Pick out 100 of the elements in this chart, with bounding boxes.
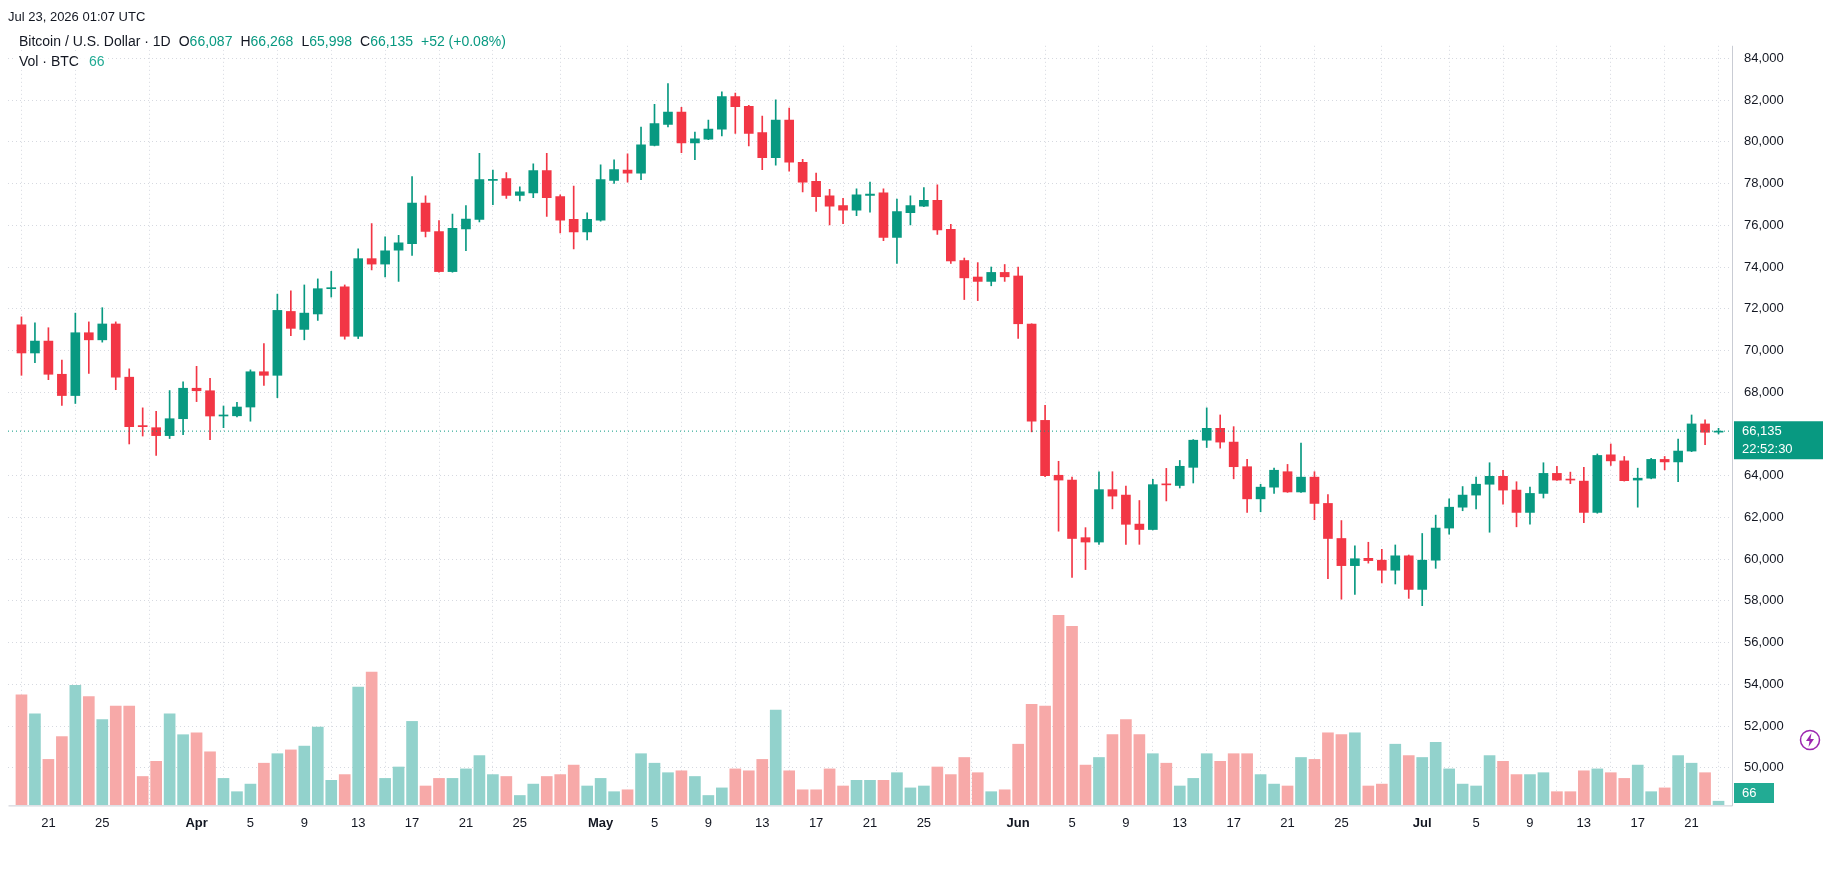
bar xyxy=(285,749,297,806)
annotation: +52 (+0.08%) xyxy=(420,33,506,49)
candlestick xyxy=(488,169,498,205)
bar xyxy=(608,791,620,806)
x-tick-label: 21 xyxy=(1280,814,1295,830)
candlestick xyxy=(151,411,161,456)
bar xyxy=(204,751,216,806)
bar xyxy=(56,736,68,806)
bar xyxy=(1658,787,1671,806)
bar xyxy=(446,778,459,806)
x-tick-label: 13 xyxy=(1576,814,1592,830)
bar xyxy=(338,774,351,806)
x-tick-label: 9 xyxy=(704,814,712,830)
candlestick xyxy=(568,185,579,250)
bar xyxy=(1564,791,1577,806)
y-tick-label: 70,000 xyxy=(1744,342,1784,358)
bar xyxy=(1524,774,1536,806)
bar xyxy=(1497,761,1509,806)
x-tick-label: 9 xyxy=(1526,814,1534,830)
bar xyxy=(419,786,432,806)
bar xyxy=(1200,753,1213,806)
candlestick xyxy=(461,205,471,252)
x-tick-label: Jun xyxy=(1006,814,1030,830)
bar xyxy=(1066,626,1078,806)
x-tick-label: 25 xyxy=(1334,814,1349,830)
bar xyxy=(918,786,930,806)
bar xyxy=(473,755,486,806)
x-tick-label: May xyxy=(587,814,615,830)
y-tick-label: 74,000 xyxy=(1744,258,1784,274)
bar xyxy=(1147,753,1159,806)
y-tick-label: 82,000 xyxy=(1744,91,1784,107)
bar xyxy=(837,786,849,806)
bar xyxy=(1160,763,1173,806)
bar xyxy=(1335,734,1348,806)
annotation: H66,268 xyxy=(240,33,294,49)
bar xyxy=(258,763,270,806)
bar xyxy=(1295,757,1307,806)
bar xyxy=(1281,786,1294,806)
bar xyxy=(82,696,95,806)
y-tick-label: 80,000 xyxy=(1744,133,1784,149)
bar xyxy=(271,753,284,806)
x-tick-label: 13 xyxy=(350,814,366,830)
bar xyxy=(689,776,701,806)
bar xyxy=(231,791,243,806)
bar xyxy=(217,778,230,806)
bar xyxy=(29,713,41,806)
text: 66 xyxy=(1742,784,1757,800)
x-tick-label: 5 xyxy=(1068,814,1076,830)
bar xyxy=(96,719,109,806)
y-tick-label: 54,000 xyxy=(1744,675,1784,691)
y-tick-label: 84,000 xyxy=(1744,49,1784,65)
x-tick-label: 17 xyxy=(404,814,420,830)
bar xyxy=(392,767,405,806)
bar xyxy=(1254,774,1267,806)
x-tick-label: 13 xyxy=(755,814,770,830)
bar xyxy=(365,672,378,806)
bar xyxy=(904,787,917,806)
y-tick-label: 78,000 xyxy=(1744,175,1784,191)
bar xyxy=(1685,763,1698,806)
candlestick xyxy=(137,407,148,437)
bar xyxy=(823,768,836,806)
bar xyxy=(352,687,365,806)
bar xyxy=(379,778,391,806)
bar xyxy=(1349,732,1361,806)
candlestick xyxy=(972,262,983,301)
x-tick-label: 21 xyxy=(458,814,474,830)
bar xyxy=(15,694,28,806)
bar xyxy=(1578,770,1590,806)
x-tick-label: 21 xyxy=(41,814,56,830)
bar xyxy=(769,710,782,806)
bar xyxy=(931,767,944,806)
bar xyxy=(850,780,863,806)
x-tick-label: 13 xyxy=(1172,814,1188,830)
y-tick-label: 62,000 xyxy=(1744,509,1784,524)
candlestick xyxy=(838,198,848,224)
bar xyxy=(1241,753,1253,806)
x-tick-label: 21 xyxy=(1684,814,1699,830)
bar xyxy=(621,789,634,806)
y-tick-label: 56,000 xyxy=(1744,634,1784,650)
bar xyxy=(796,789,809,806)
bar xyxy=(177,734,189,806)
bar xyxy=(662,772,674,806)
candlestick xyxy=(865,181,875,213)
bar xyxy=(783,770,796,806)
bar xyxy=(594,778,607,806)
x-tick-label: 9 xyxy=(1122,814,1130,830)
ref-line-label: 66,135 xyxy=(1742,422,1782,438)
candlestick xyxy=(999,264,1010,282)
x-tick-label: 17 xyxy=(1630,814,1645,830)
bar xyxy=(1025,704,1038,806)
y-tick-label: 76,000 xyxy=(1744,216,1784,232)
bar xyxy=(1039,706,1051,806)
candlestick xyxy=(259,343,269,386)
x-tick-label: 25 xyxy=(512,814,528,830)
bar xyxy=(1362,786,1375,806)
x-tick-label: 25 xyxy=(95,814,110,830)
bar xyxy=(1093,757,1105,806)
chart-title: Bitcoin / U.S. Dollar · 1D xyxy=(19,33,171,49)
bar xyxy=(864,780,876,806)
x-tick-label: 5 xyxy=(650,814,659,830)
